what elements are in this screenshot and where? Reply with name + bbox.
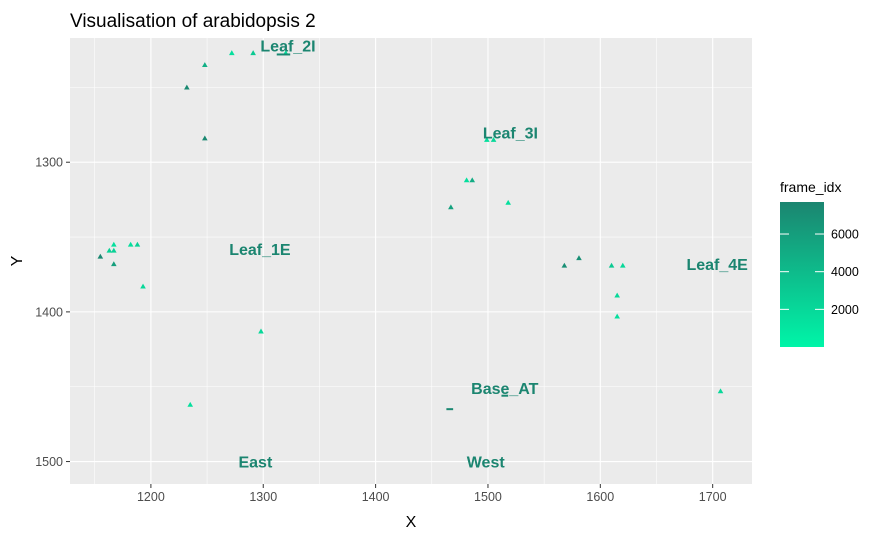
y-tick-label: 1300: [35, 156, 63, 170]
annotation-label: West: [467, 455, 506, 472]
x-tick-label: 1400: [362, 490, 390, 504]
data-point: [469, 177, 476, 183]
data-point: [111, 241, 117, 247]
annotations: Leaf_2I Leaf_3I Leaf_1E Leaf_4E Base_AT East W…: [229, 38, 748, 471]
data-point: [250, 50, 256, 56]
annotation-label: Leaf_1E: [229, 242, 291, 259]
legend-title: frame_idx: [780, 179, 841, 195]
data-point: [505, 199, 511, 205]
legend-tick-label: 4000: [831, 265, 859, 279]
data-point: [490, 136, 497, 142]
color-legend: frame_idx 2000 4000 6000: [780, 179, 859, 347]
data-point: [484, 136, 490, 142]
data-point: [228, 50, 235, 56]
annotation-label: Leaf_2I: [260, 38, 315, 55]
x-tick-label: 1500: [474, 490, 502, 504]
x-tick-label: 1700: [699, 490, 727, 504]
data-point: [127, 241, 134, 247]
data-point: [576, 255, 582, 261]
data-point: [258, 328, 264, 334]
chart-title: Visualisation of arabidopsis 2: [70, 11, 316, 32]
annotation-label: Leaf_3I: [483, 125, 538, 142]
data-point: [614, 313, 620, 319]
data-point: [202, 62, 208, 68]
annotation-label: Leaf_4E: [686, 257, 748, 274]
data-point: [187, 401, 194, 407]
legend-ticks: 2000 4000 6000: [780, 228, 859, 317]
legend-tick-label: 2000: [831, 303, 859, 317]
annotation-label: Base_AT: [471, 381, 539, 398]
x-axis-title: X: [406, 514, 417, 531]
x-tick-label: 1600: [586, 490, 614, 504]
data-point: [140, 283, 146, 289]
data-point: [608, 262, 615, 268]
data-point: [106, 247, 113, 253]
legend-tick-label: 6000: [831, 228, 859, 242]
y-tick-label: 1500: [35, 455, 63, 469]
data-point: [202, 135, 208, 141]
data-point: [111, 247, 117, 253]
legend-colorbar: [780, 202, 824, 347]
data-point: [97, 253, 104, 259]
plot-panel: [70, 38, 752, 484]
y-axis-title: Y: [9, 255, 26, 266]
data-point: [111, 261, 117, 267]
data-points: [97, 50, 724, 411]
annotation-label: East: [238, 455, 272, 472]
data-point: [561, 262, 568, 268]
axis-ticks: 1200 1300 1400 1500 1600 1700 1300 1400 1500: [35, 156, 726, 504]
data-point: [614, 292, 620, 298]
data-point: [448, 204, 454, 210]
data-point: [463, 177, 470, 183]
data-point: [717, 388, 724, 394]
data-point: [619, 262, 626, 268]
data-point: [134, 241, 141, 247]
x-tick-label: 1300: [249, 490, 277, 504]
y-tick-label: 1400: [35, 305, 63, 319]
x-tick-label: 1200: [137, 490, 165, 504]
data-point: [184, 84, 190, 90]
grid-lines: [70, 38, 752, 484]
